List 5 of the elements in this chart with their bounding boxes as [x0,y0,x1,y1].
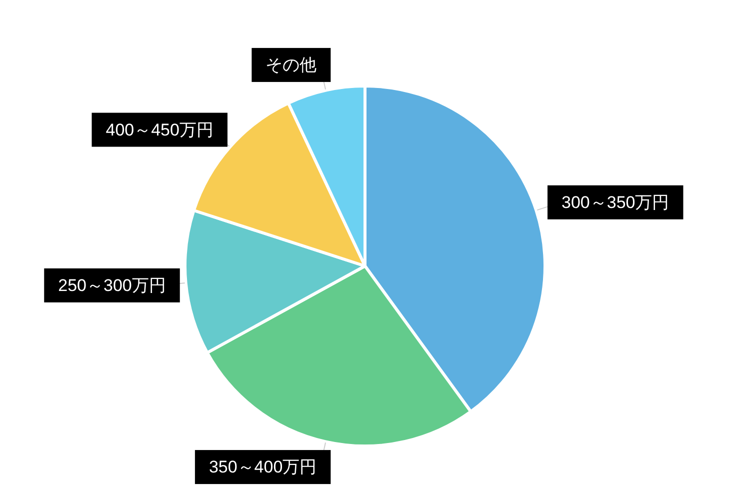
slice-label: 400～450万円 [106,120,214,140]
slice-label: その他 [266,55,317,74]
slice-label: 300～350万円 [562,192,670,212]
slice-label: 350～400万円 [208,458,317,477]
slice-label: 250～300万円 [58,276,166,295]
